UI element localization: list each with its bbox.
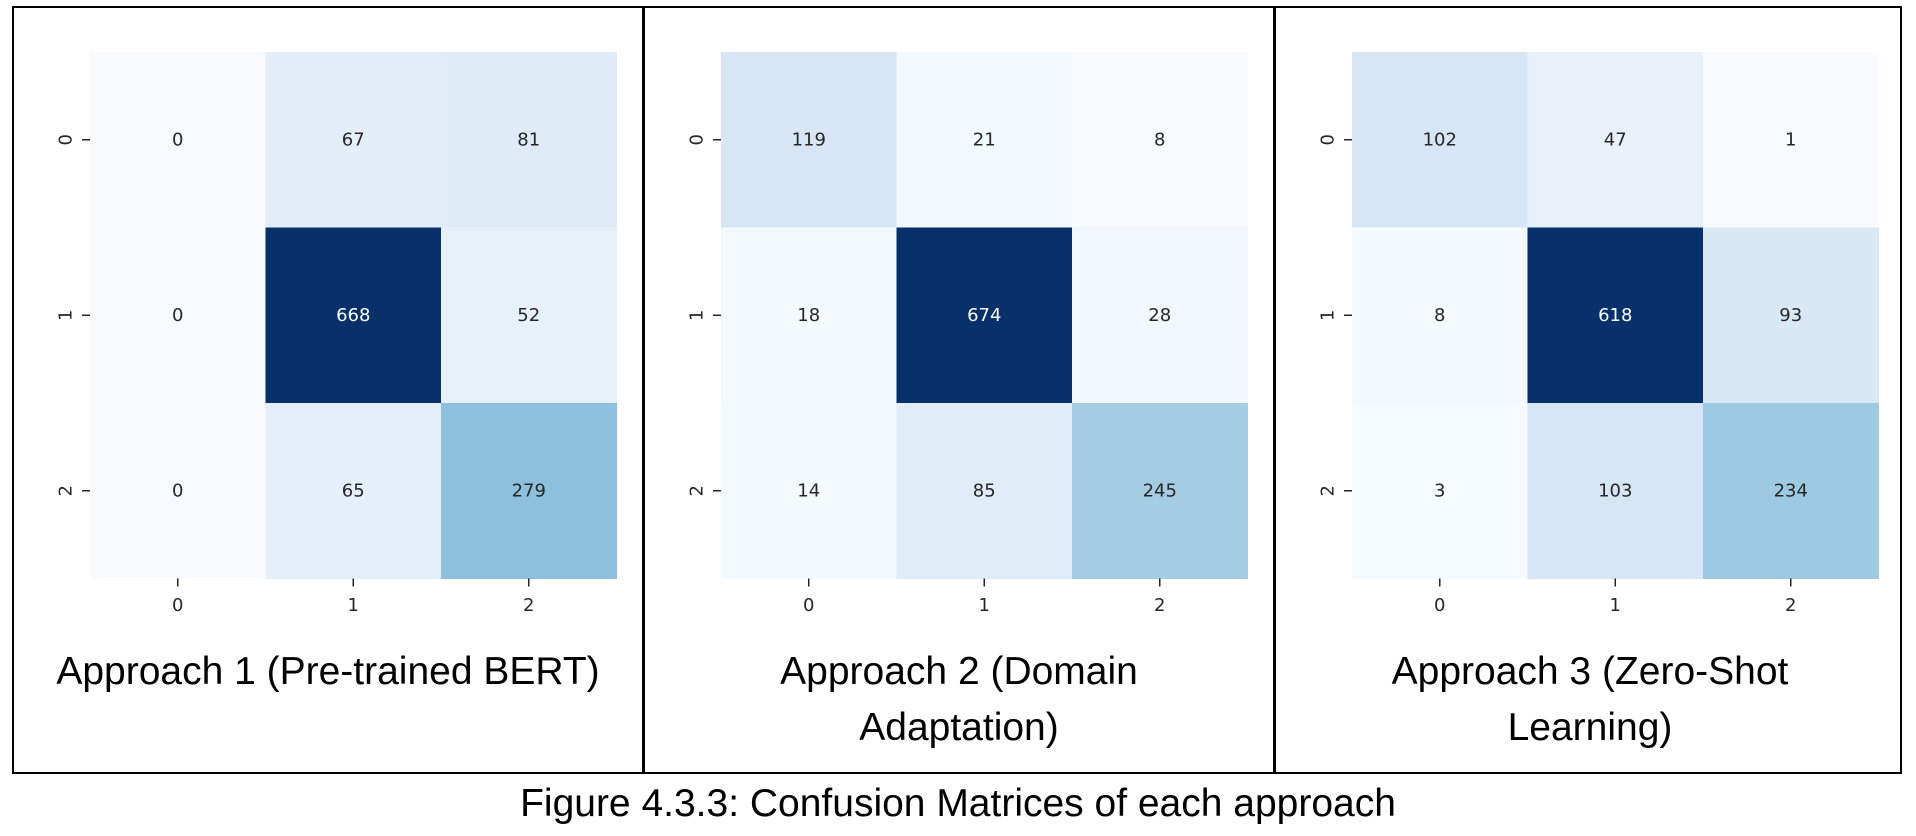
y-tick-label: 0 [56, 134, 77, 145]
heatmap-cell [896, 227, 1073, 404]
heatmap-cell [1072, 52, 1248, 228]
cell-value-label: 668 [336, 305, 370, 326]
cell-value-label: 65 [342, 480, 365, 501]
heatmap-cell [1072, 403, 1248, 579]
heatmap-cell [1072, 227, 1248, 404]
cell-value-label: 119 [792, 129, 826, 150]
y-tick-label: 2 [1318, 485, 1339, 496]
x-tick-label: 2 [1785, 595, 1796, 616]
heatmap-panel-2: 119 21 8 18 674 28 14 85 245 0 1 2 0 1 2 [687, 52, 1248, 616]
heatmap-cell [265, 52, 442, 228]
cell-value-label: 47 [1604, 129, 1627, 150]
heatmap-cell [265, 403, 442, 579]
heatmap-cell [1352, 52, 1528, 228]
y-tick-label: 1 [56, 310, 77, 321]
heatmap-cell [1703, 227, 1879, 404]
heatmap-cell [896, 403, 1073, 579]
cell-value-label: 3 [1434, 480, 1445, 501]
x-tick-label: 1 [348, 595, 359, 616]
cell-value-label: 8 [1434, 305, 1445, 326]
cell-value-label: 103 [1598, 480, 1632, 501]
heatmap-cell [90, 227, 266, 404]
heatmap-cell [721, 52, 897, 228]
y-tick-label: 1 [687, 310, 708, 321]
cell-value-label: 618 [1598, 305, 1632, 326]
panel-caption-1: Approach 1 (Pre-trained BERT) [56, 650, 600, 693]
heatmap-cell [721, 403, 897, 579]
panel-caption-3: Approach 3 (Zero-Shot Learning) [1391, 650, 1789, 749]
heatmap-cell [90, 52, 266, 228]
heatmap-cell [1352, 403, 1528, 579]
cell-value-label: 234 [1774, 480, 1808, 501]
heatmap-cell [265, 227, 442, 404]
panel-divider [1273, 6, 1276, 774]
heatmap-panel-3: 102 47 1 8 618 93 3 103 234 0 1 2 0 1 2 [1318, 52, 1879, 616]
heatmap-cell [441, 227, 617, 404]
cell-value-label: 28 [1148, 305, 1171, 326]
heatmap-cell [1527, 52, 1704, 228]
cell-value-label: 67 [342, 129, 365, 150]
heatmap-cell [1703, 403, 1879, 579]
cell-value-label: 14 [797, 480, 820, 501]
panel-caption-2: Approach 2 (Domain Adaptation) [780, 650, 1138, 749]
y-tick-label: 1 [1318, 310, 1339, 321]
cell-value-label: 8 [1154, 129, 1165, 150]
heatmap-cell [441, 403, 617, 579]
x-tick-label: 0 [803, 595, 814, 616]
heatmap-cell [1527, 403, 1704, 579]
y-tick-label: 2 [687, 485, 708, 496]
heatmap-cell [896, 52, 1073, 228]
x-tick-label: 2 [1154, 595, 1165, 616]
figure-frame [12, 6, 1902, 774]
cell-value-label: 81 [517, 129, 540, 150]
cell-value-label: 1 [1785, 129, 1796, 150]
figure-caption: Figure 4.3.3: Confusion Matrices of each… [520, 782, 1396, 825]
cell-value-label: 674 [967, 305, 1001, 326]
cell-value-label: 0 [172, 480, 183, 501]
cell-value-label: 18 [797, 305, 820, 326]
cell-value-label: 93 [1779, 305, 1802, 326]
cell-value-label: 279 [512, 480, 546, 501]
x-tick-label: 0 [1434, 595, 1445, 616]
heatmap-cell [441, 52, 617, 228]
y-tick-label: 2 [56, 485, 77, 496]
heatmap-cell [90, 403, 266, 579]
x-tick-label: 1 [1610, 595, 1621, 616]
cell-value-label: 52 [517, 305, 540, 326]
cell-value-label: 85 [973, 480, 996, 501]
heatmap-cell [1352, 227, 1528, 404]
cell-value-label: 102 [1423, 129, 1457, 150]
heatmap-panel-1: 0 67 81 0 668 52 0 65 279 0 1 2 0 1 2 [56, 52, 617, 616]
cell-value-label: 0 [172, 305, 183, 326]
x-tick-label: 2 [523, 595, 534, 616]
heatmap-cell [1703, 52, 1879, 228]
x-tick-label: 0 [172, 595, 183, 616]
cell-value-label: 0 [172, 129, 183, 150]
y-tick-label: 0 [1318, 134, 1339, 145]
cell-value-label: 245 [1143, 480, 1177, 501]
cell-value-label: 21 [973, 129, 996, 150]
x-tick-label: 1 [979, 595, 990, 616]
panel-divider [642, 6, 645, 774]
y-tick-label: 0 [687, 134, 708, 145]
heatmap-cell [1527, 227, 1704, 404]
heatmap-cell [721, 227, 897, 404]
